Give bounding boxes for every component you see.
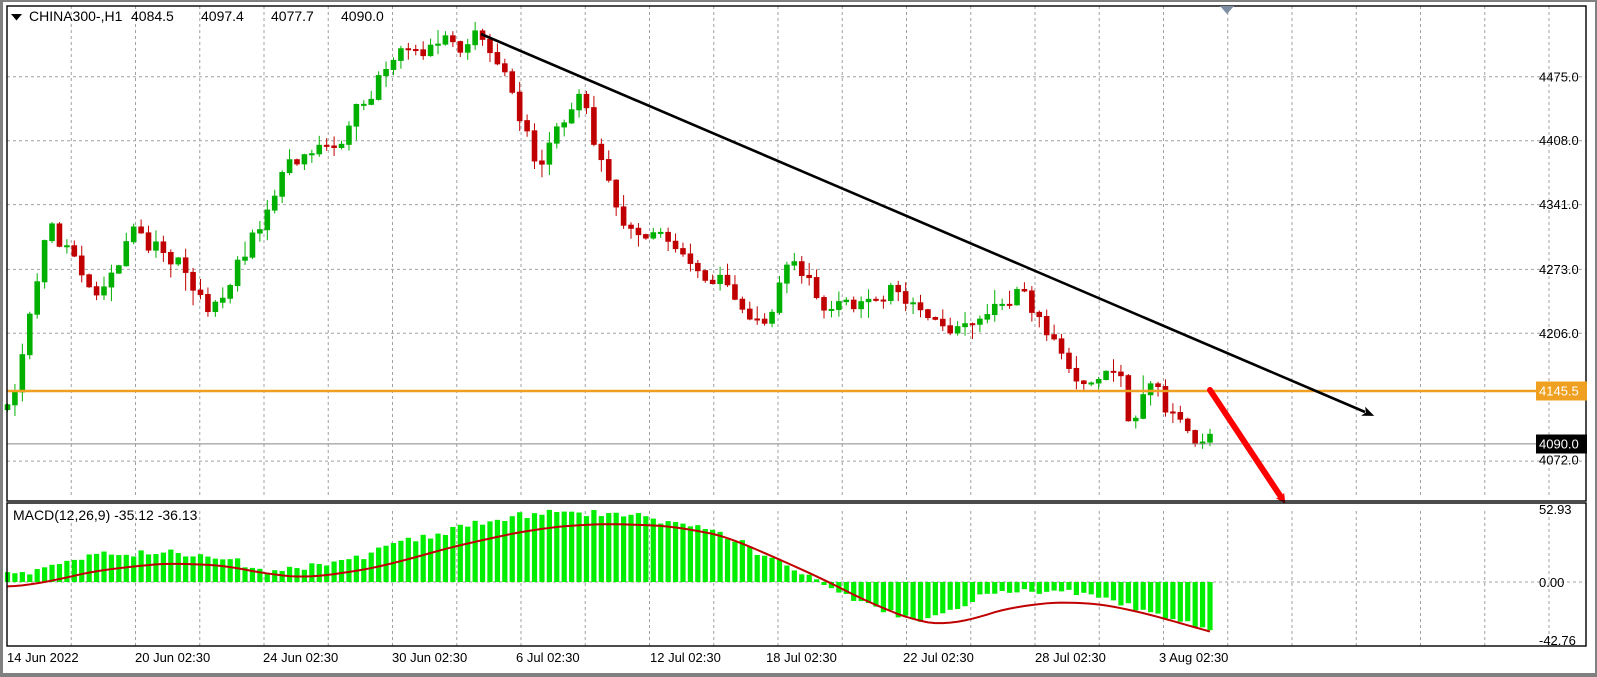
- svg-text:0.00: 0.00: [1539, 575, 1564, 590]
- svg-text:24 Jun 02:30: 24 Jun 02:30: [263, 650, 338, 665]
- svg-text:22 Jul 02:30: 22 Jul 02:30: [903, 650, 974, 665]
- svg-text:4097.4: 4097.4: [201, 8, 244, 24]
- svg-text:52.93: 52.93: [1539, 502, 1572, 517]
- svg-text:4206.0: 4206.0: [1539, 326, 1579, 341]
- svg-text:4408.0: 4408.0: [1539, 133, 1579, 148]
- svg-text:4077.7: 4077.7: [271, 8, 314, 24]
- svg-text:4072.0: 4072.0: [1539, 452, 1579, 467]
- svg-text:28 Jul 02:30: 28 Jul 02:30: [1035, 650, 1106, 665]
- svg-text:14 Jun 2022: 14 Jun 2022: [7, 650, 79, 665]
- svg-text:-42.76: -42.76: [1539, 633, 1576, 648]
- svg-text:12 Jul 02:30: 12 Jul 02:30: [650, 650, 721, 665]
- svg-text:3 Aug 02:30: 3 Aug 02:30: [1159, 650, 1228, 665]
- svg-text:30 Jun 02:30: 30 Jun 02:30: [392, 650, 467, 665]
- svg-text:20 Jun 02:30: 20 Jun 02:30: [135, 650, 210, 665]
- svg-text:4341.0: 4341.0: [1539, 197, 1579, 212]
- svg-text:4273.0: 4273.0: [1539, 262, 1579, 277]
- svg-text:18 Jul 02:30: 18 Jul 02:30: [766, 650, 837, 665]
- svg-text:MACD(12,26,9) -35.12 -36.13: MACD(12,26,9) -35.12 -36.13: [13, 507, 198, 523]
- svg-text:4145.5: 4145.5: [1539, 384, 1579, 399]
- svg-text:CHINA300-,H1: CHINA300-,H1: [29, 8, 123, 24]
- svg-text:4084.5: 4084.5: [131, 8, 174, 24]
- svg-text:6 Jul 02:30: 6 Jul 02:30: [516, 650, 580, 665]
- svg-text:4090.0: 4090.0: [341, 8, 384, 24]
- svg-text:4475.0: 4475.0: [1539, 69, 1579, 84]
- svg-text:4090.0: 4090.0: [1539, 437, 1579, 452]
